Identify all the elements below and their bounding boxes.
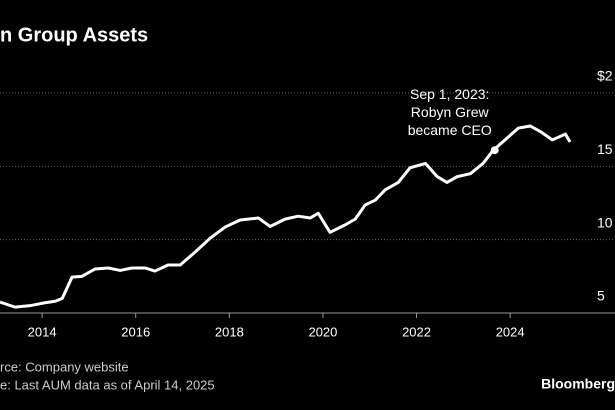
x-tick-label: 2018 [215, 324, 244, 339]
chart-title: n Group Assets [0, 24, 148, 46]
x-tick-label: 2020 [308, 324, 337, 339]
y-tick-label: 15 [597, 141, 613, 157]
line [0, 124, 572, 309]
note: e: Last AUM data as of April 14, 2025 [0, 377, 215, 392]
y-tick-label: 5 [597, 288, 605, 304]
brand: Bloomberg [541, 376, 615, 392]
annotation-text: became CEO [408, 122, 492, 138]
annotation-text: Sep 1, 2023: [410, 86, 489, 102]
x-tick-label: 2014 [28, 324, 57, 339]
annotation-dot [490, 146, 499, 155]
y-tick-label: $2 [597, 68, 613, 84]
x-tick-label: 2022 [402, 324, 431, 339]
x-tick-label: 2016 [121, 324, 150, 339]
x-tick-label: 2024 [496, 324, 525, 339]
source: rce: Company website [0, 359, 129, 374]
y-tick-label: 10 [597, 214, 613, 230]
annotation-text: Robyn Grew [411, 104, 490, 120]
